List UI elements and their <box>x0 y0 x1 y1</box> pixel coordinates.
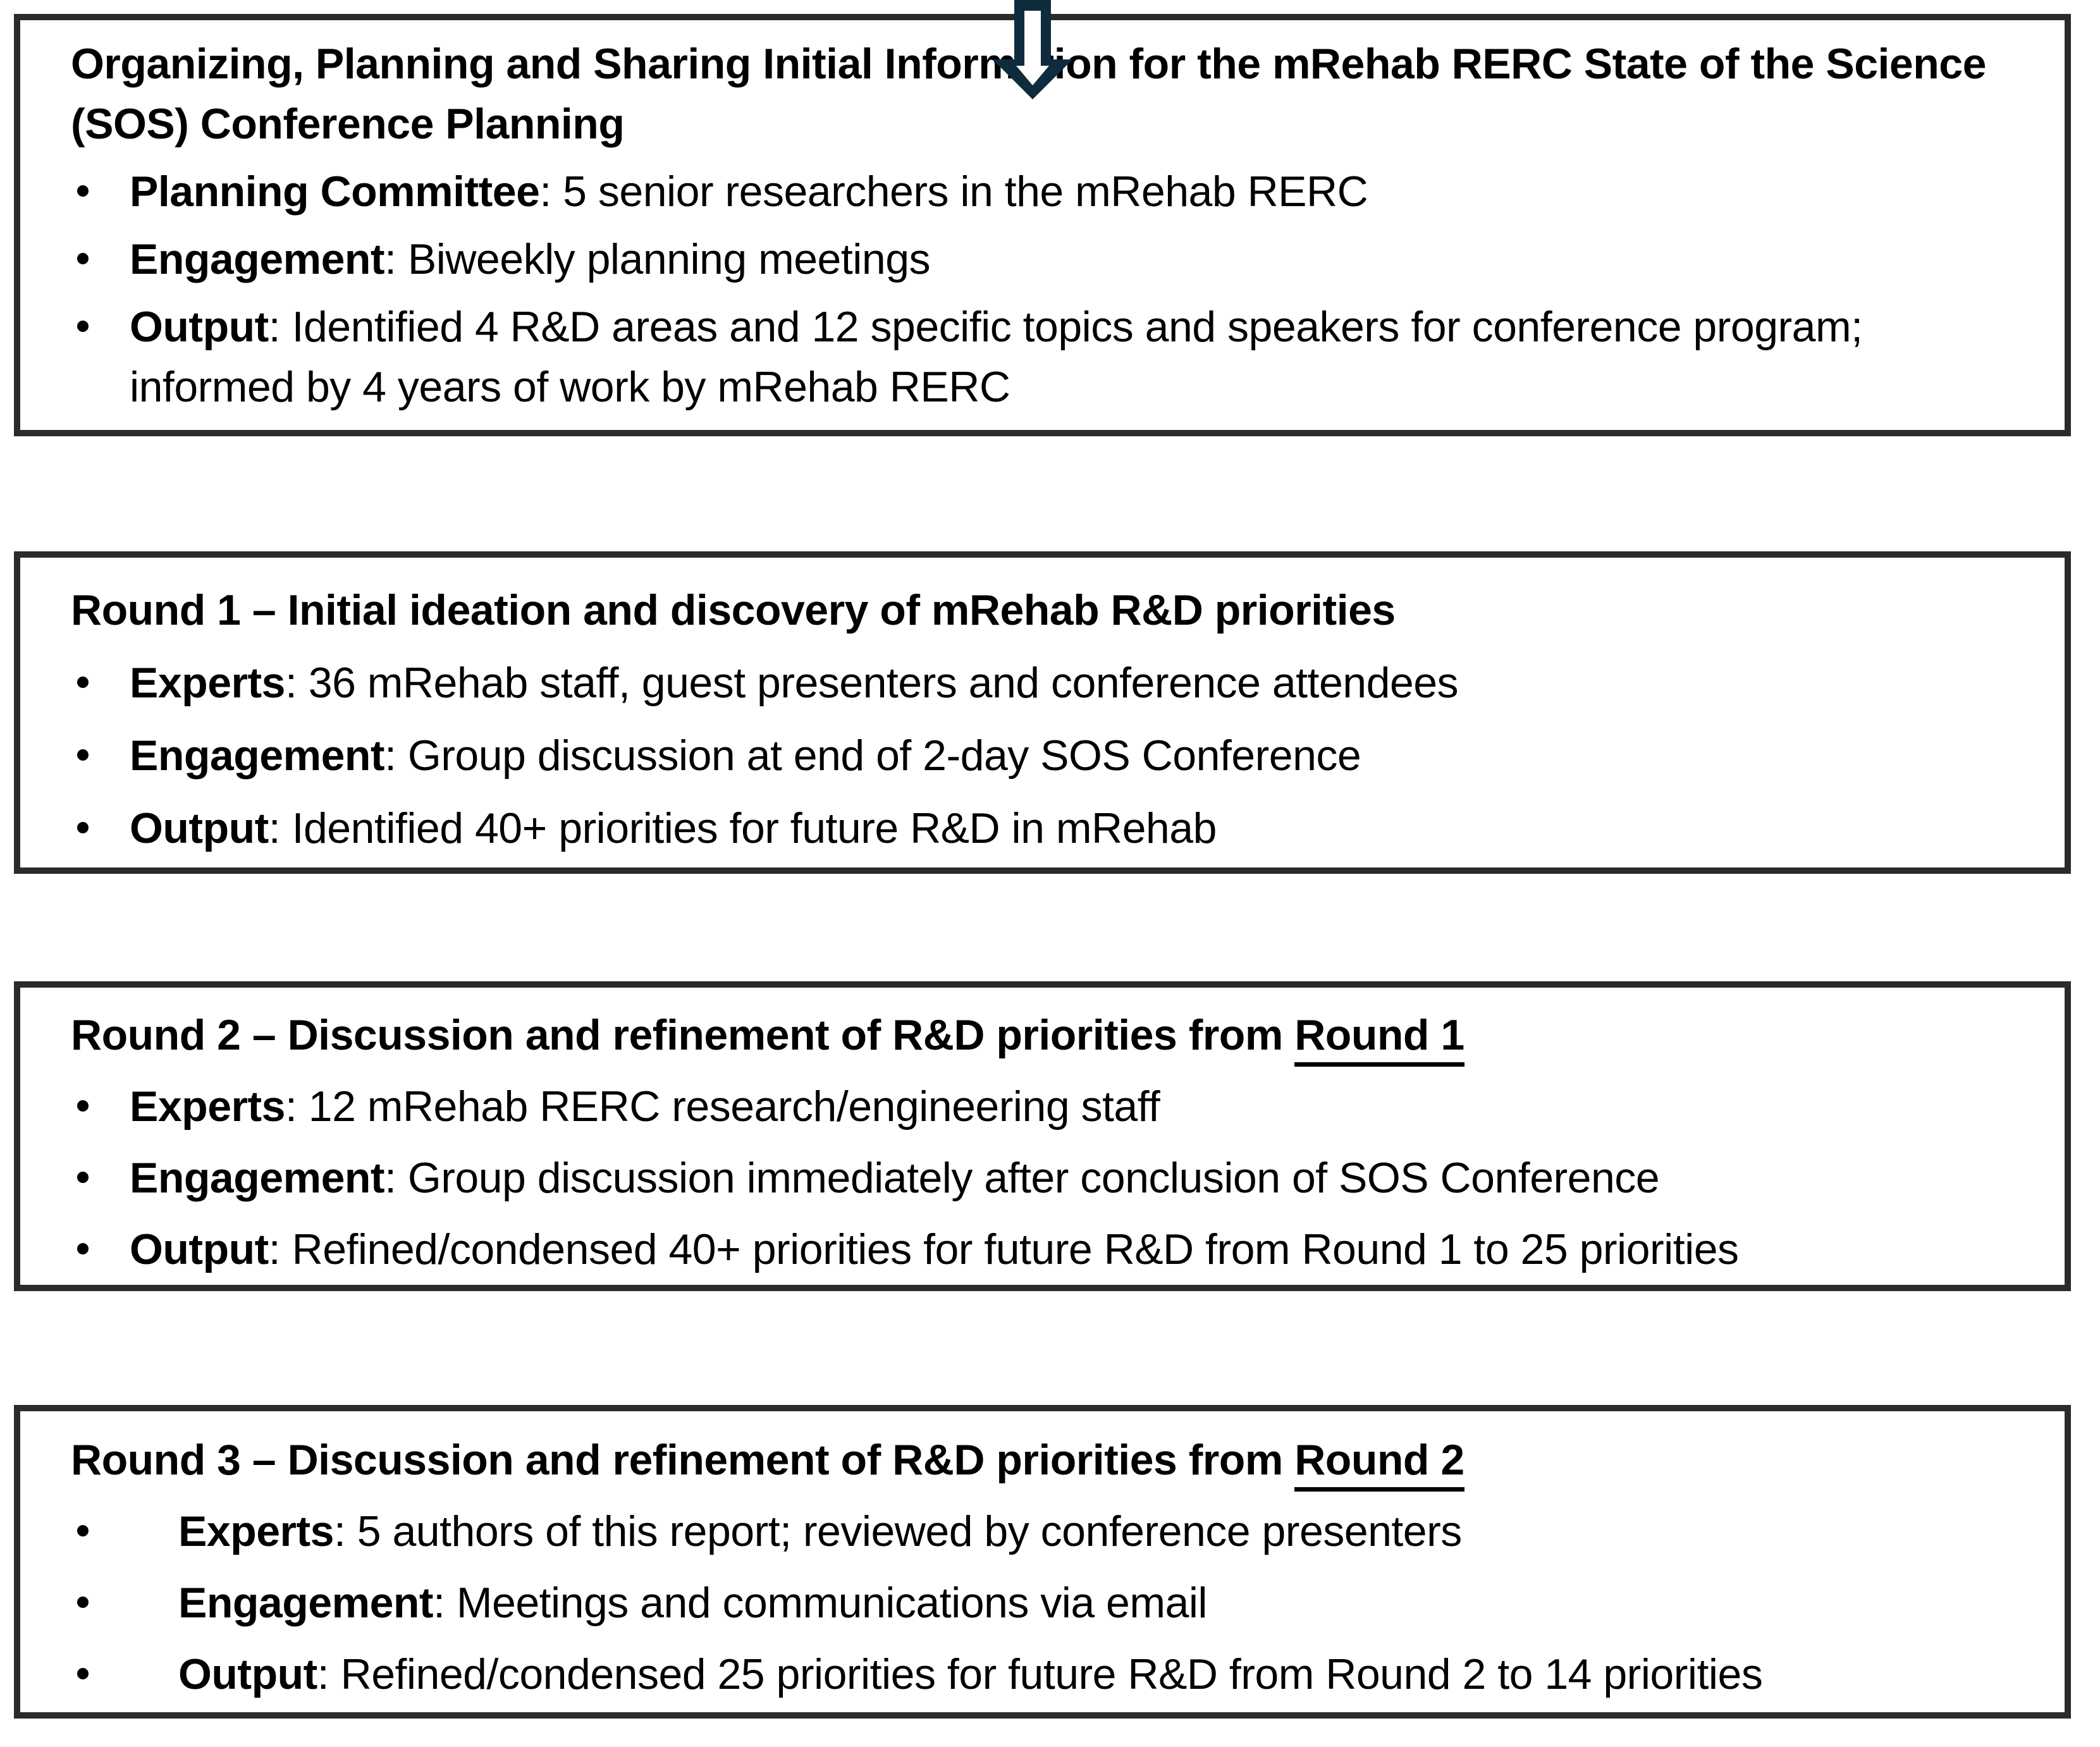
process-box-round-2: Round 2 – Discussion and refinement of R… <box>14 981 2071 1291</box>
bullet-text: : Group discussion at end of 2-day SOS C… <box>384 732 1361 780</box>
bullet-dot-icon <box>77 822 89 833</box>
bullet-list: Experts: 12 mRehab RERC research/enginee… <box>71 1077 2027 1280</box>
bullet-dot-icon <box>77 1100 89 1112</box>
bullet-text: : 5 senior researchers in the mRehab RER… <box>539 168 1368 216</box>
bullet-text: : 36 mRehab staff, guest presenters and … <box>285 659 1459 707</box>
bullet-dot-icon <box>77 749 89 761</box>
bullet-label: Engagement <box>130 732 385 780</box>
bullet-text: : 12 mRehab RERC research/engineering st… <box>285 1082 1160 1131</box>
box-title: Round 2 – Discussion and refinement of R… <box>71 1005 2027 1067</box>
bullet-dot-icon <box>77 1243 89 1254</box>
box-title: Round 3 – Discussion and refinement of R… <box>71 1430 2027 1492</box>
bullet-text: : Meetings and communications via email <box>433 1579 1208 1627</box>
bullet-item: Output: Refined/condensed 25 priorities … <box>71 1645 2027 1705</box>
bullet-item: Engagement: Group discussion immediately… <box>71 1148 2027 1208</box>
bullet-label: Output <box>178 1650 317 1698</box>
bullet-item: Engagement: Biweekly planning meetings <box>71 230 2027 290</box>
bullet-dot-icon <box>77 1597 89 1608</box>
bullet-list: Planning Committee: 5 senior researchers… <box>71 162 2027 417</box>
bullet-item: Output: Refined/condensed 40+ priorities… <box>71 1220 2027 1280</box>
bullet-item: Experts: 12 mRehab RERC research/enginee… <box>71 1077 2027 1137</box>
bullet-dot-icon <box>77 321 89 332</box>
bullet-item: Experts: 36 mRehab staff, guest presente… <box>71 653 2027 713</box>
bullet-list: Experts: 36 mRehab staff, guest presente… <box>71 653 2027 859</box>
box-title-underlined-text: Round 2 <box>1294 1436 1464 1492</box>
bullet-item: Engagement: Group discussion at end of 2… <box>71 726 2027 786</box>
box-title-text: Round 2 – Discussion and refinement of R… <box>71 1011 1295 1059</box>
box-title-text: Round 1 – Initial ideation and discovery… <box>71 586 1396 634</box>
bullet-item: Output: Identified 40+ priorities for fu… <box>71 799 2027 859</box>
box-title-underlined-text: Round 1 <box>1294 1011 1464 1067</box>
down-arrow-icon <box>993 0 1072 99</box>
bullet-label: Output <box>130 1225 269 1273</box>
bullet-label: Engagement <box>130 1154 385 1202</box>
bullet-label: Experts <box>130 659 285 707</box>
bullet-text: : Identified 4 R&D areas and 12 specific… <box>130 303 1863 411</box>
bullet-dot-icon <box>77 253 89 264</box>
bullet-dot-icon <box>77 185 89 197</box>
bullet-label: Experts <box>130 1082 285 1131</box>
bullet-list: Experts: 5 authors of this report; revie… <box>71 1502 2027 1705</box>
bullet-item: Output: Identified 4 R&D areas and 12 sp… <box>71 297 2027 417</box>
bullet-label: Engagement <box>130 235 385 283</box>
bullet-text: : Refined/condensed 25 priorities for fu… <box>317 1650 1763 1698</box>
bullet-item: Planning Committee: 5 senior researchers… <box>71 162 2027 222</box>
process-box-round-3: Round 3 – Discussion and refinement of R… <box>14 1405 2071 1719</box>
bullet-label: Output <box>130 804 269 852</box>
bullet-text: : Refined/condensed 40+ priorities for f… <box>268 1225 1739 1273</box>
box-title: Round 1 – Initial ideation and discovery… <box>71 580 2027 641</box>
bullet-label: Engagement <box>178 1579 434 1627</box>
bullet-dot-icon <box>77 677 89 688</box>
bullet-label: Planning Committee <box>130 168 540 216</box>
bullet-label: Experts <box>178 1507 334 1555</box>
bullet-dot-icon <box>77 1668 89 1679</box>
box-title-text: Round 3 – Discussion and refinement of R… <box>71 1436 1295 1484</box>
bullet-item: Experts: 5 authors of this report; revie… <box>71 1502 2027 1562</box>
bullet-item: Engagement: Meetings and communications … <box>71 1573 2027 1633</box>
bullet-text: : Identified 40+ priorities for future R… <box>268 804 1217 852</box>
bullet-dot-icon <box>77 1525 89 1536</box>
bullet-label: Output <box>130 303 269 351</box>
bullet-text: : 5 authors of this report; reviewed by … <box>333 1507 1462 1555</box>
bullet-dot-icon <box>77 1172 89 1183</box>
bullet-text: : Group discussion immediately after con… <box>384 1154 1660 1202</box>
bullet-text: : Biweekly planning meetings <box>384 235 931 283</box>
process-box-round-1: Round 1 – Initial ideation and discovery… <box>14 551 2071 874</box>
